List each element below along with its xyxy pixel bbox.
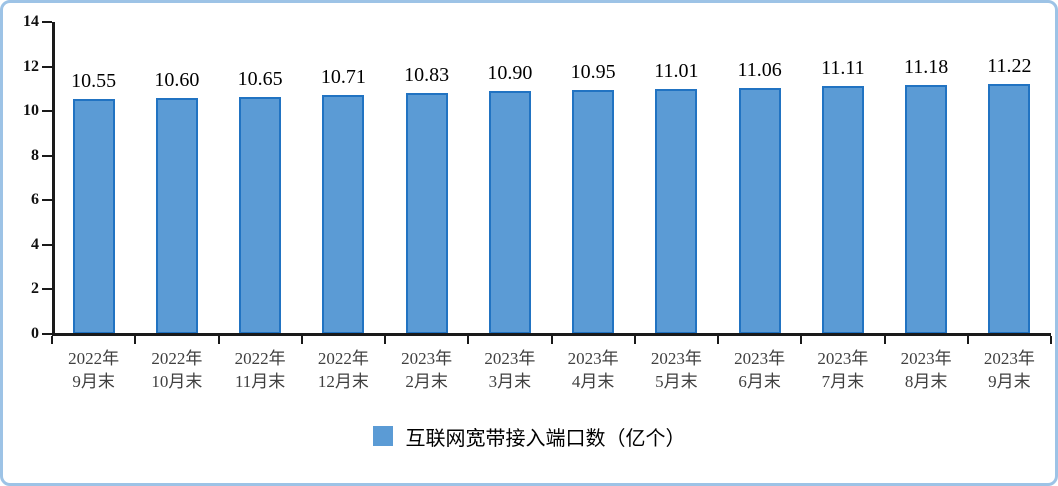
bar <box>988 83 1031 334</box>
legend-label: 互联网宽带接入端口数（亿个） <box>405 427 686 450</box>
x-category-label-line: 11月末 <box>234 372 286 391</box>
x-tick-mark <box>550 336 553 344</box>
x-tick-mark <box>800 336 803 344</box>
x-tick-mark <box>633 336 636 344</box>
x-tick-mark <box>717 336 719 344</box>
bar-value-label: 10.71 <box>320 66 366 89</box>
bar <box>572 89 615 334</box>
x-tick-mark <box>883 336 886 344</box>
chart-legend: 互联网宽带接入端口数（亿个） <box>3 423 1055 450</box>
x-tick-mark <box>300 336 303 344</box>
bar <box>488 91 531 334</box>
bar-value-label: 10.95 <box>570 60 616 83</box>
bar-value-label: 10.60 <box>154 68 200 91</box>
x-axis-line <box>52 333 1051 336</box>
x-tick-mark <box>134 336 137 344</box>
bar-value-label: 10.65 <box>237 67 283 90</box>
x-category-label: 2023年 4月末 <box>548 347 638 393</box>
x-tick-mark <box>384 336 386 344</box>
x-category-label-line: 2022年 <box>151 349 203 368</box>
y-tick-label: 12 <box>23 57 39 75</box>
y-tick-label: 10 <box>23 102 39 120</box>
bar-value-label: 11.06 <box>737 58 782 81</box>
x-category-label-line: 7月末 <box>821 372 865 391</box>
bar <box>738 87 781 334</box>
y-tick-mark <box>42 110 52 113</box>
x-category-label-line: 12月末 <box>317 372 369 391</box>
x-category-label: 2023年 5月末 <box>631 347 721 393</box>
bar <box>905 84 948 334</box>
bar-value-label: 11.11 <box>821 57 865 80</box>
x-tick-mark <box>467 336 470 344</box>
y-tick-mark <box>42 199 52 202</box>
x-category-label-line: 9月末 <box>988 372 1031 391</box>
bar <box>72 98 115 334</box>
bar <box>821 86 864 334</box>
bar-value-label: 10.83 <box>404 63 450 86</box>
x-category-label: 2023年 9月末 <box>964 347 1054 393</box>
x-tick-mark <box>217 336 220 344</box>
y-tick-mark <box>42 154 52 157</box>
bar <box>322 95 365 334</box>
x-category-label-line: 4月末 <box>571 372 615 391</box>
x-category-label: 2023年 2月末 <box>382 347 472 393</box>
x-category-label: 2023年 7月末 <box>798 347 888 393</box>
y-tick-label: 2 <box>31 280 39 298</box>
bar-value-label: 10.55 <box>71 69 117 92</box>
y-tick-mark <box>42 65 52 68</box>
x-category-label-line: 2023年 <box>484 349 536 368</box>
x-category-label-line: 2022年 <box>234 349 286 368</box>
x-category-label-line: 2023年 <box>567 349 619 368</box>
x-category-label-line: 9月末 <box>72 372 115 391</box>
x-category-label-line: 2023年 <box>900 349 952 368</box>
y-tick-label: 6 <box>31 191 39 209</box>
x-category-label-line: 2022年 <box>68 349 120 368</box>
x-category-label-line: 2023年 <box>401 349 453 368</box>
y-tick-label: 8 <box>31 146 39 164</box>
x-category-label-line: 2023年 <box>650 349 702 368</box>
x-category-label-line: 2月末 <box>405 372 448 391</box>
bar-value-label: 11.22 <box>987 54 1032 77</box>
x-category-label-line: 10月末 <box>151 372 203 391</box>
y-axis-line <box>52 22 55 336</box>
x-category-label: 2022年 12月末 <box>298 347 388 393</box>
x-category-label: 2022年 9月末 <box>49 347 139 393</box>
legend-swatch-icon <box>372 426 393 446</box>
y-tick-label: 0 <box>31 325 39 342</box>
bar-value-label: 10.90 <box>487 62 533 85</box>
x-category-label: 2022年 11月末 <box>215 347 305 393</box>
x-category-label: 2023年 6月末 <box>715 347 805 393</box>
bar <box>155 97 198 334</box>
bar <box>239 96 282 334</box>
x-category-label: 2023年 8月末 <box>881 347 971 393</box>
x-category-label: 2022年 10月末 <box>132 347 222 393</box>
y-tick-mark <box>42 333 52 335</box>
y-tick-label: 14 <box>23 13 39 30</box>
y-tick-mark <box>42 243 52 246</box>
x-tick-mark <box>1050 336 1052 344</box>
x-category-label: 2023年 3月末 <box>465 347 555 393</box>
bar <box>655 88 698 334</box>
y-tick-mark <box>42 288 52 291</box>
x-tick-mark <box>966 336 969 344</box>
x-category-label-line: 2023年 <box>817 349 869 368</box>
x-category-label-line: 8月末 <box>904 372 948 391</box>
x-category-label-line: 2023年 <box>734 349 786 368</box>
y-tick-mark <box>42 21 52 23</box>
x-category-label-line: 6月末 <box>738 372 781 391</box>
x-tick-mark <box>51 336 53 344</box>
x-category-label-line: 5月末 <box>655 372 698 391</box>
x-category-label-line: 2022年 <box>317 349 369 368</box>
x-category-label-line: 3月末 <box>488 372 532 391</box>
y-tick-label: 4 <box>31 235 39 253</box>
bar <box>405 92 448 334</box>
bar-value-label: 11.18 <box>903 55 949 78</box>
x-category-label-line: 2023年 <box>983 349 1035 368</box>
chart-canvas: 0 2 4 6 8 10 12 14 10.55 2022年 9月末 10.60 2022年 10月末 10… <box>3 3 1055 483</box>
bar-value-label: 11.01 <box>654 59 699 82</box>
